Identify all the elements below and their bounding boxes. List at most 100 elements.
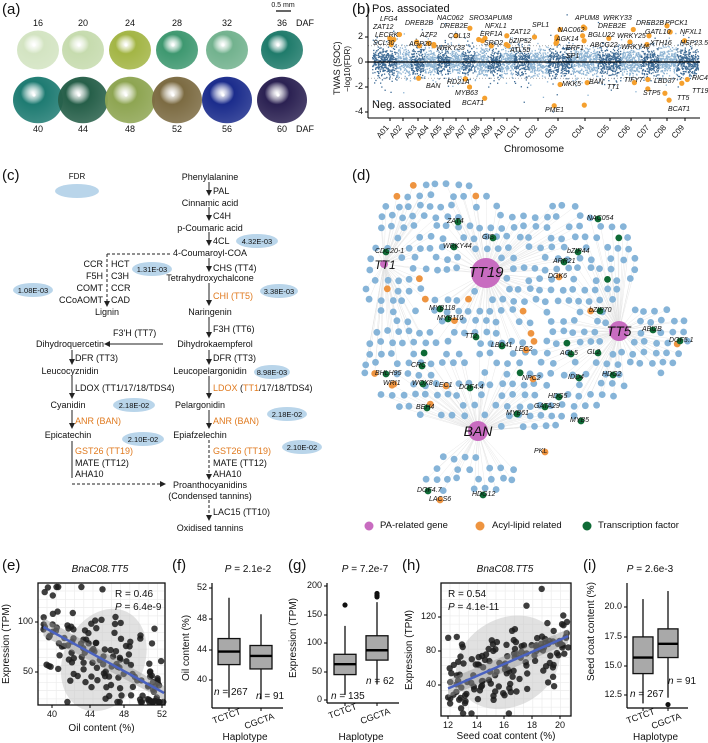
twas-point (383, 69, 385, 71)
twas-point (467, 62, 470, 64)
twas-point (520, 58, 522, 60)
twas-point (625, 63, 627, 65)
twas-point (624, 51, 626, 54)
twas-point (410, 56, 412, 58)
twas-point (574, 65, 576, 67)
twas-point (378, 62, 380, 64)
twas-point (443, 56, 445, 58)
twas-point (458, 54, 460, 57)
twas-point (524, 55, 526, 57)
twas-point (507, 56, 510, 59)
twas-point (458, 43, 460, 46)
twas-point (596, 67, 598, 69)
twas-point (536, 62, 538, 64)
twas-point (691, 64, 694, 66)
twas-point (586, 74, 588, 76)
twas-point (596, 51, 599, 53)
twas-point (631, 59, 634, 61)
twas-point (520, 86, 522, 88)
twas-point (637, 59, 640, 61)
twas-point (480, 47, 482, 49)
twas-point (499, 70, 502, 72)
twas-point (670, 50, 673, 52)
twas-point (650, 80, 652, 82)
twas-point (380, 55, 382, 57)
twas-point (673, 69, 676, 71)
twas-point (694, 56, 696, 58)
twas-point (583, 59, 585, 61)
twas-point (690, 65, 693, 68)
twas-point (595, 60, 597, 62)
twas-point (434, 62, 436, 64)
twas-point (627, 53, 630, 55)
twas-point (424, 52, 426, 55)
twas-point (534, 72, 536, 74)
twas-point (602, 52, 604, 54)
twas-point (695, 66, 697, 68)
twas-point (404, 57, 406, 60)
twas-point (637, 57, 640, 59)
twas-point (619, 56, 622, 59)
twas-point (641, 65, 643, 67)
twas-point (398, 71, 400, 73)
twas-point (654, 71, 657, 73)
highlighted-gene-point (584, 80, 590, 86)
network-edge (365, 263, 385, 290)
twas-point (465, 65, 467, 67)
twas-point (377, 46, 379, 48)
twas-point (476, 56, 478, 58)
twas-point (661, 64, 663, 66)
twas-point (554, 73, 557, 76)
twas-point (401, 65, 403, 67)
twas-point (643, 73, 645, 75)
twas-point (595, 58, 597, 60)
twas-point (430, 63, 432, 65)
twas-point (535, 54, 537, 56)
twas-point (473, 46, 475, 48)
twas-point (471, 69, 473, 71)
twas-point (434, 67, 436, 70)
twas-point (521, 67, 523, 69)
twas-point (445, 51, 447, 54)
twas-point (447, 57, 449, 59)
twas-point (476, 65, 479, 67)
twas-point (467, 71, 470, 73)
twas-point (393, 62, 395, 64)
twas-point (574, 71, 577, 73)
twas-point (382, 48, 384, 50)
highlighted-gene-point (645, 76, 651, 83)
twas-point (505, 57, 507, 59)
twas-point (514, 59, 517, 61)
highlighted-gene-point (664, 23, 670, 29)
twas-point (642, 62, 645, 65)
twas-point (685, 65, 688, 68)
twas-point (501, 59, 503, 61)
twas-point (392, 64, 394, 66)
twas-point (452, 63, 455, 65)
twas-point (583, 50, 585, 53)
twas-point (457, 76, 460, 78)
twas-point (506, 53, 508, 55)
twas-point (614, 57, 616, 59)
twas-point (393, 56, 395, 59)
twas-point (595, 52, 597, 55)
twas-point (492, 69, 494, 71)
twas-point (415, 57, 417, 59)
twas-point (424, 48, 427, 50)
twas-point (619, 53, 622, 55)
twas-point (495, 56, 497, 58)
twas-point (695, 73, 697, 75)
twas-point (674, 64, 676, 67)
twas-point (390, 57, 392, 59)
twas-point (595, 70, 597, 72)
twas-point (675, 56, 677, 58)
twas-point (426, 53, 429, 56)
twas-point (685, 60, 688, 62)
twas-point (521, 55, 523, 58)
twas-point (460, 67, 462, 69)
twas-point (638, 63, 641, 65)
twas-point (652, 64, 655, 66)
twas-point (413, 50, 415, 52)
twas-point (523, 48, 525, 50)
twas-point (418, 59, 421, 61)
